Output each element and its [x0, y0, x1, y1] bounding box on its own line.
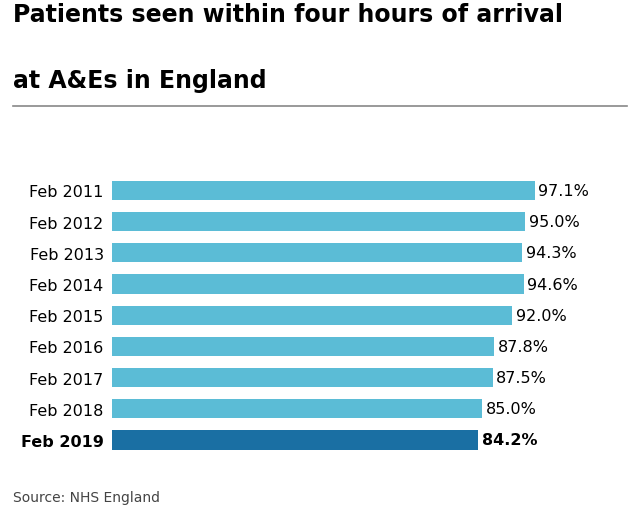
- Text: 94.6%: 94.6%: [527, 277, 578, 292]
- Text: 97.1%: 97.1%: [538, 184, 589, 199]
- Bar: [112, 337, 494, 356]
- Text: PA: PA: [569, 470, 599, 490]
- Bar: [112, 213, 525, 232]
- Text: Patients seen within four hours of arrival: Patients seen within four hours of arriv…: [13, 3, 563, 26]
- Bar: [112, 244, 522, 263]
- Text: Source: NHS England: Source: NHS England: [13, 490, 160, 504]
- Bar: [112, 368, 493, 387]
- Bar: [112, 306, 513, 325]
- Bar: [112, 400, 482, 418]
- Text: 87.8%: 87.8%: [497, 339, 548, 354]
- Text: 94.3%: 94.3%: [526, 246, 577, 261]
- Text: 85.0%: 85.0%: [485, 402, 536, 416]
- Text: at A&Es in England: at A&Es in England: [13, 69, 266, 93]
- Bar: [112, 431, 479, 450]
- Bar: [112, 275, 524, 294]
- Text: 95.0%: 95.0%: [529, 215, 580, 230]
- Text: 92.0%: 92.0%: [516, 308, 566, 323]
- Text: 87.5%: 87.5%: [496, 371, 547, 385]
- Text: 84.2%: 84.2%: [482, 433, 538, 447]
- Bar: [112, 181, 534, 201]
